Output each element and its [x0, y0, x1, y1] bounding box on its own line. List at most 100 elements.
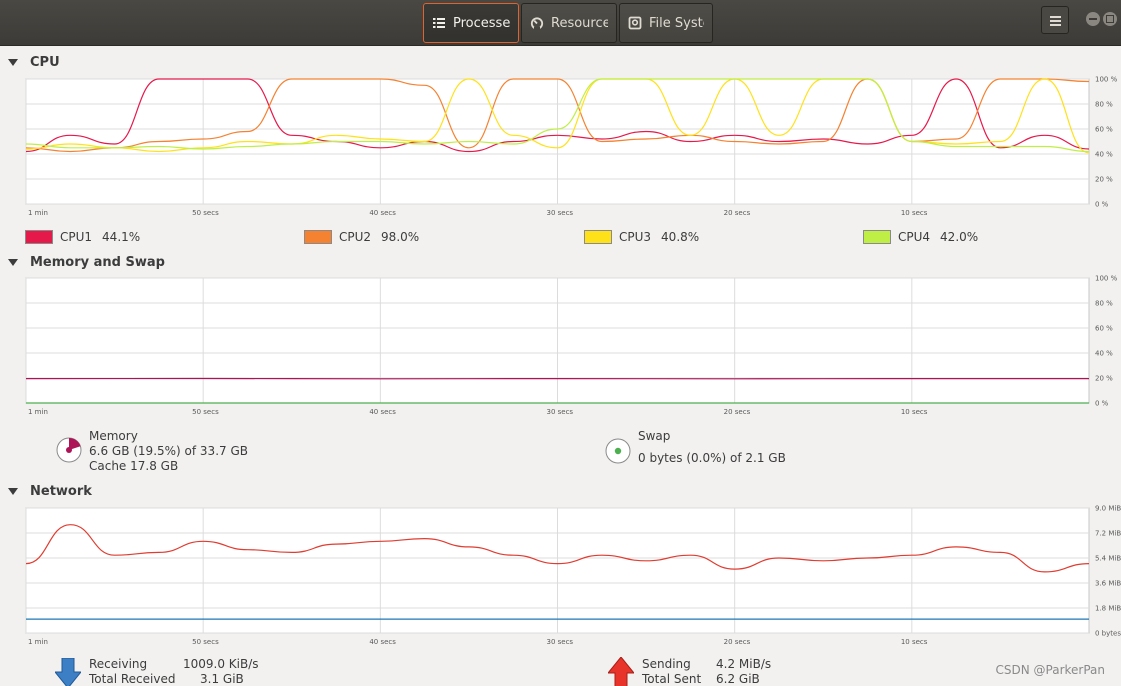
maximize-window-button[interactable] [1103, 12, 1117, 26]
memory-cache-value: Cache 17.8 GB [89, 459, 179, 473]
memory-y-tick-label: 40 % [1095, 350, 1113, 358]
network-y-tick-label: 7.2 MiB/s [1095, 530, 1121, 538]
cpu2-name: CPU2 [339, 230, 372, 244]
receiving-info: Receiving 1009.0 KiB/s Total Received 3.… [55, 657, 259, 686]
network-chart-svg: 9.0 MiB/s 7.2 MiB/s 5.4 MiB/s 3.6 MiB/s 1.8 … [25, 505, 1121, 646]
download-arrow-icon [55, 658, 81, 686]
upload-arrow-icon [608, 657, 634, 686]
cpu-section-header[interactable]: CPU [8, 55, 60, 70]
maximize-icon [1106, 15, 1114, 23]
cpu1-name: CPU1 [60, 230, 93, 244]
cpu3-name: CPU3 [619, 230, 652, 244]
cpu-chart-svg: 100 % 80 % 60 % 40 % 20 % 0 % 1 min 50 secs 40 s… [25, 76, 1118, 217]
cpu4-name: CPU4 [898, 230, 931, 244]
minimize-icon [1089, 18, 1097, 20]
network-x-tick-label: 1 min [28, 638, 48, 646]
memory-chart-svg: 100 % 80 % 60 % 40 % 20 % 0 % 1 min 50 secs 40 s… [25, 275, 1118, 416]
hamburger-menu-button[interactable] [1041, 6, 1069, 34]
cpu-series-cpu1 [25, 78, 1090, 153]
memory-x-tick-label: 1 min [28, 408, 48, 416]
disk-icon [628, 16, 642, 30]
memory-y-tick-label: 100 % [1095, 275, 1118, 283]
collapse-triangle-icon [8, 59, 18, 66]
cpu-x-tick-label: 20 secs [724, 209, 751, 217]
cpu3-value: 40.8% [661, 230, 700, 244]
swap-info: Swap 0 bytes (0.0%) of 2.1 GB [604, 429, 786, 466]
receiving-value: 1009.0 KiB/s [183, 657, 259, 671]
view-switcher: Processes Resources File Systems [423, 3, 715, 43]
sending-label: Sending [642, 657, 691, 671]
memory-x-tick-label: 50 secs [192, 408, 219, 416]
sending-info: Sending 4.2 MiB/s Total Sent 6.2 GiB [608, 657, 771, 686]
network-x-tick-label: 50 secs [192, 638, 219, 646]
network-x-tick-label: 20 secs [724, 638, 751, 646]
tab-resources[interactable]: Resources [521, 3, 617, 43]
cpu-y-tick-label: 60 % [1095, 126, 1113, 134]
receiving-label: Receiving [89, 657, 148, 671]
cpu-y-tick-label: 40 % [1095, 151, 1113, 159]
memory-pie-icon[interactable] [55, 436, 83, 464]
header-bar: Processes Resources File Systems [0, 0, 1121, 46]
memory-x-tick-label: 10 secs [901, 408, 928, 416]
network-y-tick-label: 0 bytes/s [1095, 630, 1121, 638]
tab-resources-label: Resources [551, 15, 608, 31]
cpu-chart: 100 % 80 % 60 % 40 % 20 % 0 % 1 min 50 secs 40 s… [0, 76, 1121, 220]
network-y-tick-label: 1.8 MiB/s [1095, 605, 1121, 613]
memory-y-tick-label: 20 % [1095, 375, 1113, 383]
network-section-header[interactable]: Network [8, 484, 92, 499]
tab-file-systems-label: File Systems [649, 15, 704, 31]
memory-section-header[interactable]: Memory and Swap [8, 255, 165, 270]
minimize-window-button[interactable] [1086, 12, 1100, 26]
sending-value: 4.2 MiB/s [716, 657, 772, 671]
memory-usage-value: 6.6 GB (19.5%) of 33.7 GB [89, 444, 248, 458]
cpu-x-tick-label: 30 secs [547, 209, 574, 217]
cpu1-value: 44.1% [102, 230, 141, 244]
cpu-section-title: CPU [30, 55, 60, 70]
gauge-icon [530, 17, 544, 30]
network-chart: 9.0 MiB/s 7.2 MiB/s 5.4 MiB/s 3.6 MiB/s 1.8 … [0, 505, 1121, 649]
network-section-title: Network [30, 484, 92, 499]
collapse-triangle-icon [8, 259, 18, 266]
cpu4-value: 42.0% [940, 230, 979, 244]
cpu4-legend: CPU4 42.0% [863, 230, 978, 244]
network-x-tick-label: 10 secs [901, 638, 928, 646]
cpu1-legend: CPU1 44.1% [25, 230, 140, 244]
swap-pie-icon[interactable] [604, 437, 632, 465]
swap-label: Swap [638, 429, 671, 443]
cpu-y-tick-label: 20 % [1095, 176, 1113, 184]
cpu3-color-button[interactable] [584, 230, 612, 244]
memory-x-tick-label: 30 secs [547, 408, 574, 416]
memory-x-tick-label: 40 secs [369, 408, 396, 416]
memory-y-tick-label: 0 % [1095, 400, 1109, 408]
cpu3-legend: CPU3 40.8% [584, 230, 699, 244]
memory-info: Memory 6.6 GB (19.5%) of 33.7 GB Cache 1… [55, 429, 248, 474]
cpu2-color-button[interactable] [304, 230, 332, 244]
network-y-tick-label: 5.4 MiB/s [1095, 555, 1121, 563]
list-icon [433, 18, 445, 28]
cpu4-color-button[interactable] [863, 230, 891, 244]
cpu2-legend: CPU2 98.0% [304, 230, 419, 244]
watermark: CSDN @ParkerPan [995, 663, 1105, 677]
cpu-y-tick-label: 0 % [1095, 201, 1109, 209]
cpu-x-tick-label: 50 secs [192, 209, 219, 217]
tab-processes[interactable]: Processes [423, 3, 519, 43]
memory-chart: 100 % 80 % 60 % 40 % 20 % 0 % 1 min 50 secs 40 s… [0, 275, 1121, 419]
cpu-series-cpu4 [25, 78, 1090, 153]
tab-file-systems[interactable]: File Systems [619, 3, 713, 43]
network-y-tick-label: 3.6 MiB/s [1095, 580, 1121, 588]
cpu-x-tick-label: 10 secs [901, 209, 928, 217]
cpu1-color-button[interactable] [25, 230, 53, 244]
network-x-tick-label: 40 secs [369, 638, 396, 646]
collapse-triangle-icon [8, 488, 18, 495]
swap-usage-value: 0 bytes (0.0%) of 2.1 GB [638, 451, 786, 465]
total-received-value: 3.1 GiB [200, 672, 244, 686]
memory-y-tick-label: 80 % [1095, 300, 1113, 308]
memory-x-tick-label: 20 secs [724, 408, 751, 416]
total-received-label: Total Received [89, 672, 176, 686]
tab-processes-label: Processes [453, 15, 510, 31]
memory-label: Memory [89, 429, 138, 443]
network-series-sending [25, 524, 1090, 573]
memory-section-title: Memory and Swap [30, 255, 165, 270]
network-y-tick-label: 9.0 MiB/s [1095, 505, 1121, 513]
total-sent-label: Total Sent [642, 672, 702, 686]
